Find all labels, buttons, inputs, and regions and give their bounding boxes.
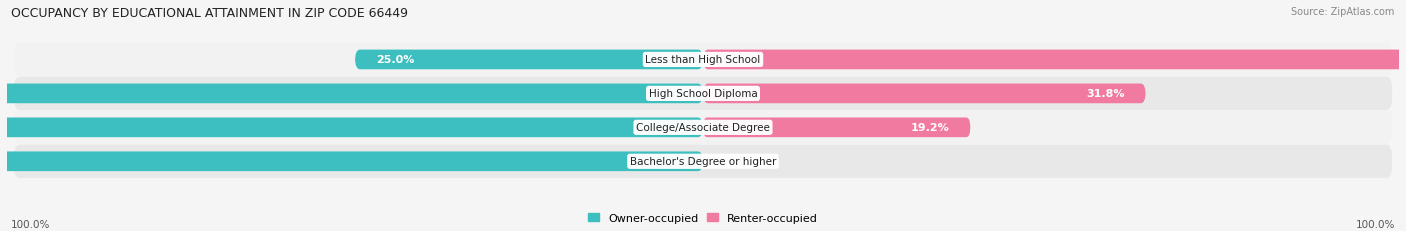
FancyBboxPatch shape	[0, 152, 703, 171]
Text: 0.0%: 0.0%	[717, 157, 745, 167]
FancyBboxPatch shape	[14, 145, 1392, 178]
FancyBboxPatch shape	[14, 44, 1392, 77]
Text: Source: ZipAtlas.com: Source: ZipAtlas.com	[1291, 7, 1395, 17]
FancyBboxPatch shape	[703, 84, 1146, 104]
FancyBboxPatch shape	[0, 118, 703, 138]
FancyBboxPatch shape	[14, 77, 1392, 111]
Text: 100.0%: 100.0%	[1355, 219, 1395, 229]
Text: 31.8%: 31.8%	[1087, 89, 1125, 99]
Text: College/Associate Degree: College/Associate Degree	[636, 123, 770, 133]
Text: Bachelor's Degree or higher: Bachelor's Degree or higher	[630, 157, 776, 167]
FancyBboxPatch shape	[703, 118, 970, 138]
Text: 25.0%: 25.0%	[375, 55, 415, 65]
Text: OCCUPANCY BY EDUCATIONAL ATTAINMENT IN ZIP CODE 66449: OCCUPANCY BY EDUCATIONAL ATTAINMENT IN Z…	[11, 7, 408, 20]
Text: 19.2%: 19.2%	[911, 123, 949, 133]
FancyBboxPatch shape	[14, 111, 1392, 144]
FancyBboxPatch shape	[0, 84, 703, 104]
Text: Less than High School: Less than High School	[645, 55, 761, 65]
FancyBboxPatch shape	[354, 50, 703, 70]
Legend: Owner-occupied, Renter-occupied: Owner-occupied, Renter-occupied	[583, 208, 823, 227]
FancyBboxPatch shape	[703, 50, 1406, 70]
Text: High School Diploma: High School Diploma	[648, 89, 758, 99]
Text: 100.0%: 100.0%	[11, 219, 51, 229]
